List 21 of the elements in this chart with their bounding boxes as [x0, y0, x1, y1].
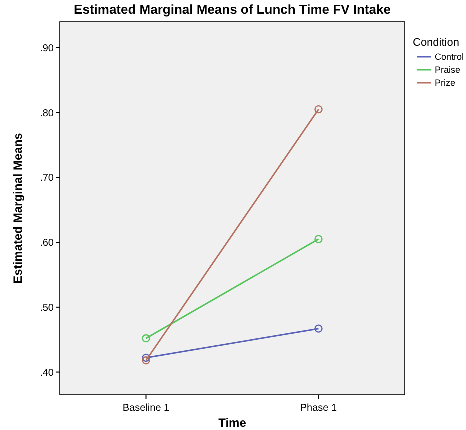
chart-title: Estimated Marginal Means of Lunch Time FV Intake: [74, 2, 391, 17]
legend-label: Control: [435, 52, 464, 62]
point: [142, 356, 150, 365]
y-tick-label: .60: [40, 238, 54, 250]
x-tick-label: Phase 1: [300, 403, 338, 414]
y-tick-label: .70: [40, 173, 54, 184]
y-tick-label: .40: [40, 368, 54, 379]
point: [314, 105, 323, 114]
point: [314, 235, 323, 244]
y-tick-label: .50: [40, 302, 54, 314]
y-tick-label: .90: [40, 43, 54, 54]
y-axis-title: Estimated Marginal Means: [11, 132, 25, 284]
legend-label: Prize: [435, 78, 456, 88]
legend-label: Praise: [435, 65, 461, 75]
point: [142, 354, 150, 362]
legend-title: Condition: [413, 37, 460, 49]
x-tick-label: Baseline 1: [122, 403, 170, 414]
point: [142, 334, 150, 343]
y-tick-label: .80: [40, 108, 54, 120]
x-axis-title: Time: [218, 416, 247, 430]
point: [314, 324, 323, 333]
